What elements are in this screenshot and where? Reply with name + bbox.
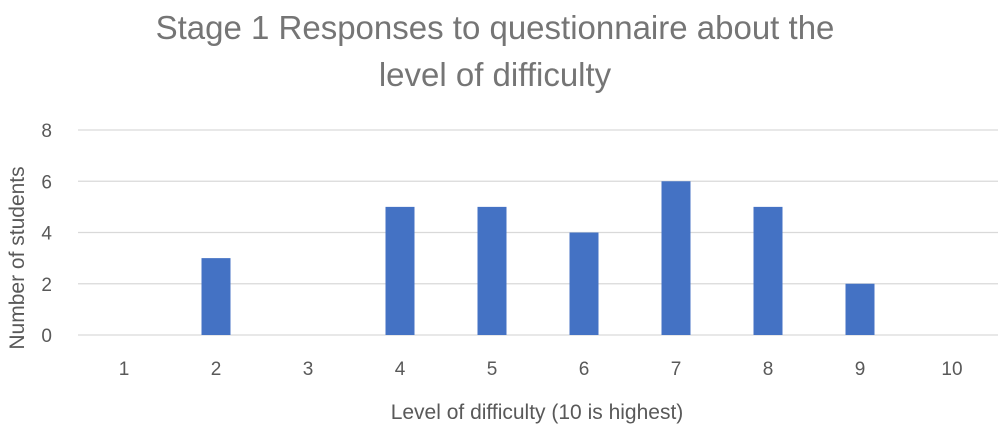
x-tick-label-6: 6 [579,359,590,380]
bar-7 [661,181,691,335]
x-tick-label-5: 5 [487,359,498,380]
x-tick-label-8: 8 [763,359,774,380]
x-tick-label-3: 3 [303,359,314,380]
bar-6 [569,232,599,335]
bars [201,181,875,335]
y-tick-label: 0 [41,326,52,347]
gridlines [78,129,998,336]
bar-2 [201,258,231,335]
x-tick-labels: 1 2 3 4 5 6 7 8 9 10 [119,359,963,380]
y-tick-label: 6 [41,172,52,193]
x-axis-label: Level of difficulty (10 is highest) [391,401,684,424]
bar-5 [477,206,507,335]
y-tick-label: 4 [41,224,52,245]
y-axis-label: Number of students [6,166,29,349]
y-tick-label: 2 [41,275,52,296]
bar-4 [385,206,415,335]
chart-title: Stage 1 Responses to questionnaire about… [0,4,990,98]
y-tick-label: 8 [41,121,52,142]
chart-title-line-1: Stage 1 Responses to questionnaire about… [155,9,835,46]
bar-8 [753,206,783,335]
x-tick-label-4: 4 [395,359,406,380]
x-tick-label-9: 9 [855,359,866,380]
bar-9 [845,283,875,335]
x-tick-label-2: 2 [211,359,222,380]
x-tick-label-10: 10 [941,359,962,380]
y-tick-labels: 0 2 4 6 8 [41,121,52,347]
x-tick-label-1: 1 [119,359,130,380]
chart-title-line-2: level of difficulty [378,56,612,93]
x-tick-label-7: 7 [671,359,682,380]
